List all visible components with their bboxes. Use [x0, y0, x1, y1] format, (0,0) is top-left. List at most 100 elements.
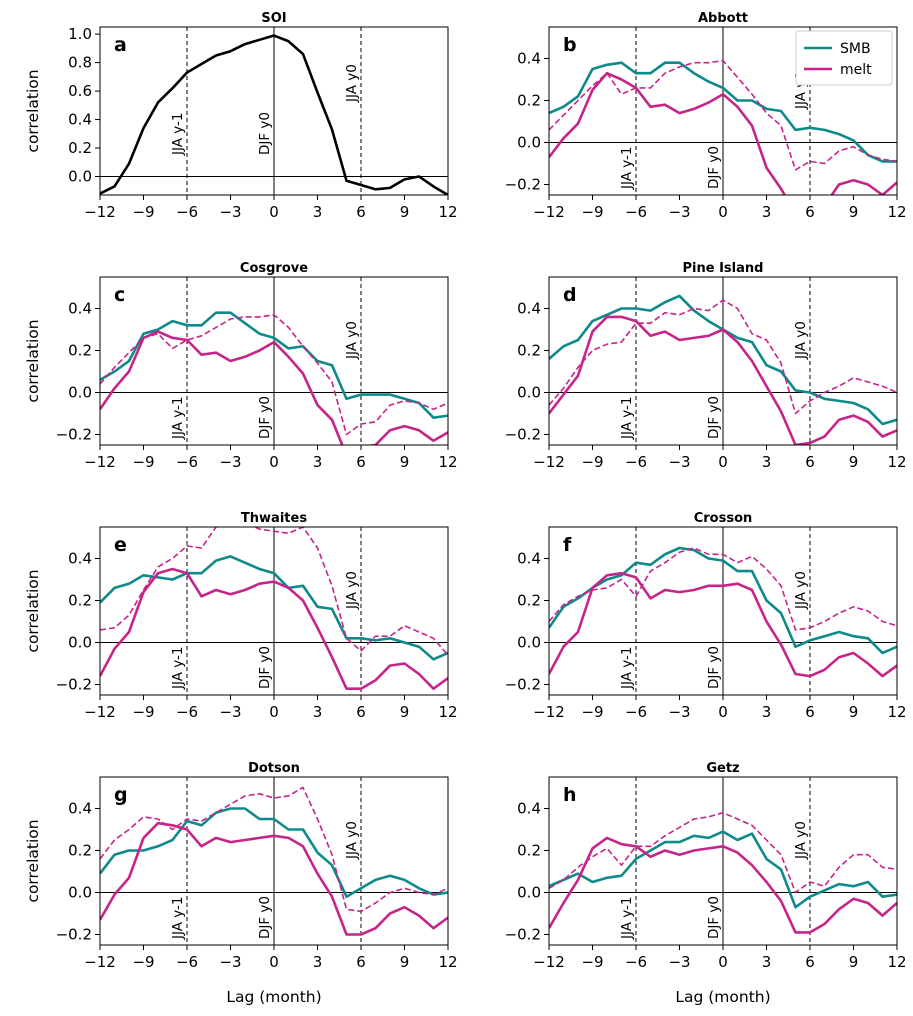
x-tick-label: −12: [533, 703, 565, 721]
season-label: JJA y-1: [619, 147, 635, 190]
x-tick-label: 3: [313, 453, 323, 471]
x-tick-label: −3: [219, 453, 241, 471]
x-tick-label: −6: [176, 953, 198, 971]
x-tick-label: −9: [132, 203, 154, 221]
x-tick-label: −12: [84, 453, 116, 471]
x-tick-label: −6: [176, 203, 198, 221]
panel-letter: g: [114, 784, 128, 806]
panel-letter: a: [114, 34, 127, 56]
series-melt-line: [549, 571, 897, 678]
x-tick-label: −3: [668, 703, 690, 721]
x-tick-label: 0: [718, 453, 728, 471]
x-tick-label: 6: [356, 453, 366, 471]
y-tick-label: 0.0: [517, 134, 541, 152]
y-tick-label: 0.4: [517, 550, 541, 568]
y-tick-label: 0.2: [517, 342, 541, 360]
y-tick-label: −0.2: [56, 426, 92, 444]
x-tick-label: −3: [219, 203, 241, 221]
season-label: DJF y0: [257, 896, 273, 939]
x-tick-label: −12: [533, 953, 565, 971]
y-tick-label: 0.0: [517, 884, 541, 902]
x-tick-label: −6: [176, 703, 198, 721]
x-tick-label: 9: [400, 203, 410, 221]
season-label: JJA y0: [344, 321, 360, 360]
x-tick-label: 9: [400, 453, 410, 471]
x-tick-label: 3: [762, 703, 772, 721]
x-tick-label: −9: [132, 453, 154, 471]
season-label: JJA y-1: [170, 113, 186, 156]
x-tick-label: −3: [668, 203, 690, 221]
y-tick-label: −0.2: [56, 926, 92, 944]
series-melt-line: [100, 330, 448, 445]
y-tick-label: 0.0: [68, 884, 92, 902]
season-label: JJA y-1: [170, 897, 186, 940]
season-label: DJF y0: [257, 396, 273, 439]
y-tick-label: 0.2: [517, 842, 541, 860]
x-tick-label: 9: [849, 703, 859, 721]
series-melt-line: [100, 821, 448, 936]
y-tick-label: −0.2: [505, 676, 541, 694]
x-tick-label: 6: [805, 453, 815, 471]
y-tick-label: 0.0: [68, 384, 92, 402]
y-tick-label: 1.0: [68, 25, 92, 43]
season-label: JJA y-1: [170, 647, 186, 690]
season-label: DJF y0: [706, 146, 722, 189]
x-tick-label: 0: [269, 453, 279, 471]
x-tick-label: −9: [581, 453, 603, 471]
series-dashed-line: [100, 313, 448, 436]
season-label: DJF y0: [706, 646, 722, 689]
y-tick-label: 0.2: [68, 139, 92, 157]
series-smb-line: [549, 61, 897, 163]
season-label: JJA y0: [793, 571, 809, 610]
series-dashed-line: [549, 299, 897, 415]
x-tick-label: −9: [581, 953, 603, 971]
y-tick-label: 0.4: [68, 800, 92, 818]
x-tick-label: 6: [805, 703, 815, 721]
y-tick-label: 0.0: [68, 634, 92, 652]
panel-title: Getz: [706, 761, 739, 776]
y-tick-label: 0.2: [517, 92, 541, 110]
y-tick-label: 0.4: [517, 300, 541, 318]
panel-letter: c: [114, 284, 125, 306]
y-tick-label: 0.4: [68, 550, 92, 568]
x-tick-label: −3: [668, 453, 690, 471]
panel-a: JJA y-1 DJF y0 JJA y0 −12 −9 −6 −3 0 3 6 9 12 0.0 0.2…: [24, 11, 458, 221]
y-tick-label: 0.4: [517, 50, 541, 68]
panel-title: SOI: [261, 11, 286, 26]
x-tick-label: −3: [219, 703, 241, 721]
series-dashed-line: [549, 811, 897, 894]
x-tick-label: −3: [219, 953, 241, 971]
y-tick-label: −0.2: [505, 426, 541, 444]
y-tick-label: 0.2: [517, 592, 541, 610]
x-tick-label: 0: [269, 953, 279, 971]
season-label: JJA y-1: [619, 397, 635, 440]
legend-box: [795, 30, 893, 86]
season-label: JJA y0: [793, 321, 809, 360]
series-dashed-line: [549, 547, 897, 631]
panel-letter: d: [563, 284, 577, 306]
panel-letter: e: [114, 534, 127, 556]
x-tick-label: 0: [269, 203, 279, 221]
x-tick-label: −12: [84, 203, 116, 221]
y-tick-label: −0.2: [56, 676, 92, 694]
x-tick-label: 12: [887, 703, 906, 721]
x-axis-label: Lag (month): [226, 988, 321, 1006]
series-smb-line: [100, 555, 448, 661]
x-tick-label: 6: [356, 703, 366, 721]
series-smb-line: [100, 311, 448, 420]
series-dashed-line: [100, 527, 448, 656]
x-tick-label: 12: [438, 703, 457, 721]
season-label: JJA y-1: [619, 897, 635, 940]
legend-label: melt: [840, 62, 872, 78]
x-tick-label: −6: [625, 703, 647, 721]
x-tick-label: 0: [269, 703, 279, 721]
x-tick-label: −12: [84, 953, 116, 971]
series-smb-line: [100, 807, 448, 899]
x-tick-label: −12: [84, 703, 116, 721]
panel-title: Crosson: [694, 511, 753, 526]
y-tick-label: 0.2: [68, 592, 92, 610]
season-label: DJF y0: [257, 646, 273, 689]
x-tick-label: −3: [668, 953, 690, 971]
y-tick-label: −0.2: [505, 926, 541, 944]
